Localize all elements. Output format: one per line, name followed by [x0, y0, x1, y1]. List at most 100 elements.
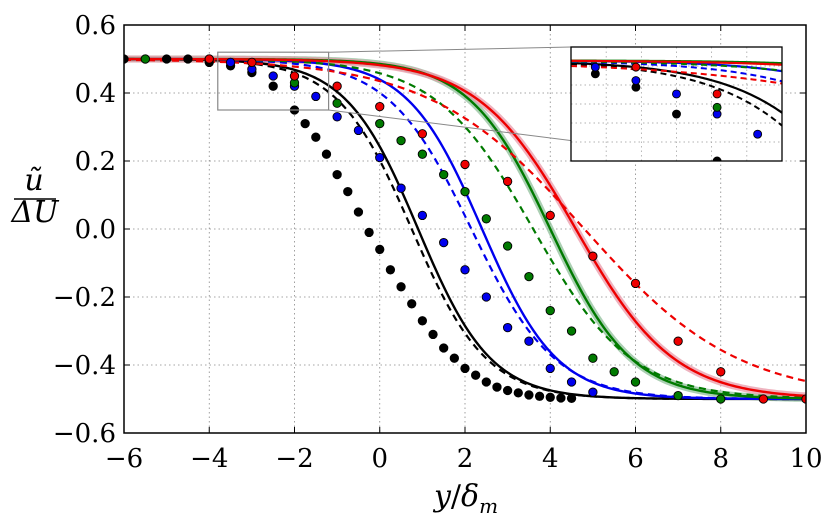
y-tick-label: 0.0	[75, 215, 116, 245]
series-green-point	[417, 149, 428, 159]
series-black-point	[545, 392, 555, 402]
inset-series-black-point	[754, 211, 762, 219]
series-green-point	[140, 54, 150, 64]
x-axis-label-slash: /	[451, 479, 462, 514]
inset-series-blue-point	[590, 62, 600, 72]
series-blue-point	[460, 265, 470, 275]
series-points	[124, 54, 806, 404]
series-red-point	[673, 336, 683, 346]
series-black-point	[428, 329, 438, 340]
series-black-point	[343, 186, 353, 197]
series-green-point	[609, 367, 619, 377]
series-blue-point	[481, 292, 491, 302]
series-green-point	[460, 186, 470, 197]
y-tick-label: 0.4	[75, 79, 116, 109]
y-tick-label: −0.6	[53, 419, 116, 449]
series-green-point	[332, 98, 342, 108]
series-blue-point	[332, 112, 342, 122]
series-red-point	[502, 176, 513, 187]
series-black-point	[492, 382, 502, 392]
inset-series-blue-point	[753, 129, 763, 139]
series-green-point	[481, 214, 491, 224]
x-tick-label: 6	[627, 444, 644, 474]
series-red-point	[545, 210, 555, 221]
series-black-point	[524, 390, 534, 400]
series-black-point	[471, 370, 481, 380]
series-black-point	[449, 353, 459, 363]
series-black-point	[407, 299, 417, 309]
inset-series-black-point	[733, 184, 741, 192]
series-red-point	[417, 129, 428, 139]
x-tick-label: 2	[457, 444, 474, 474]
series-red-point	[716, 367, 726, 377]
x-axis-label-sym: δ	[461, 479, 479, 514]
series-black-point	[460, 363, 470, 374]
series-blue-point	[311, 91, 321, 102]
series-black-point	[439, 343, 449, 353]
series-black-point	[375, 244, 385, 255]
y-tick-label: 0.6	[75, 11, 116, 41]
y-tick-labels: 0.6 0.4 0.2 0.0 −0.2 −0.4 −0.6	[53, 11, 116, 449]
series-red-point	[289, 71, 300, 81]
series-green-point	[566, 326, 577, 336]
series-blue-point	[353, 125, 364, 136]
inset-series-lines	[571, 59, 782, 127]
series-red-point	[247, 57, 257, 68]
inset-series-blue-point	[631, 76, 641, 85]
series-blue-point	[439, 237, 449, 248]
series-green-point	[673, 390, 683, 401]
series-blue-point	[524, 336, 534, 346]
y-tick-label: −0.4	[53, 351, 116, 381]
y-axis-label: ũ ΔU	[11, 163, 61, 230]
inset-series-green-point	[712, 102, 722, 112]
y-tick-label: −0.2	[53, 283, 116, 313]
series-green-point	[524, 271, 534, 282]
series-red-point	[630, 278, 641, 289]
series-green-point	[630, 377, 641, 387]
series-red-point	[588, 251, 598, 261]
x-tick-label: 4	[542, 444, 559, 474]
series-red-point	[460, 159, 470, 170]
series-green-point	[545, 305, 555, 316]
inset-series-black-dashed-line	[571, 63, 782, 127]
series-black-point	[332, 169, 342, 180]
series-red-dashed-line	[124, 58, 806, 383]
series-black-point	[321, 149, 332, 159]
series-black-point	[364, 227, 374, 238]
y-axis-label-denominator: ΔU	[11, 195, 61, 230]
y-axis-label-numerator: ũ	[24, 163, 43, 198]
series-black-point	[566, 393, 577, 403]
series-blue-point	[225, 57, 236, 68]
series-black-point	[161, 54, 172, 64]
series-black-point	[556, 393, 566, 403]
series-black-point	[502, 385, 513, 396]
series-green-point	[439, 169, 449, 180]
series-black-point	[385, 265, 396, 275]
inset-frame	[570, 46, 783, 162]
inset-series-black-point	[712, 156, 722, 161]
inset-series-points	[590, 62, 763, 219]
zoom-connector-top	[328, 46, 572, 53]
x-tick-label: −2	[275, 444, 313, 474]
series-blue-point	[375, 152, 385, 163]
y-tick-label: 0.2	[75, 147, 116, 177]
x-tick-label: −4	[190, 444, 228, 474]
series-black-point	[300, 118, 310, 129]
x-axis-label: y/δm	[432, 479, 498, 518]
series-red-point	[332, 81, 342, 91]
x-axis-label-var: y	[432, 479, 452, 514]
inset-series-red-point	[712, 89, 722, 99]
series-red-point	[758, 394, 769, 404]
series-blue-point	[566, 377, 577, 387]
inset-series-red-dashed-line	[571, 65, 782, 85]
series-black-point	[268, 81, 278, 91]
x-tick-labels: −6 −4 −2 0 2 4 6 8 10	[105, 444, 823, 474]
series-blue-point	[502, 322, 513, 333]
series-black-point	[311, 132, 321, 142]
series-blue-point	[396, 183, 406, 193]
x-tick-label: 10	[789, 444, 822, 474]
zoom-region	[217, 51, 330, 111]
series-black-point	[534, 391, 545, 401]
inset-series-blue-point	[672, 89, 681, 99]
